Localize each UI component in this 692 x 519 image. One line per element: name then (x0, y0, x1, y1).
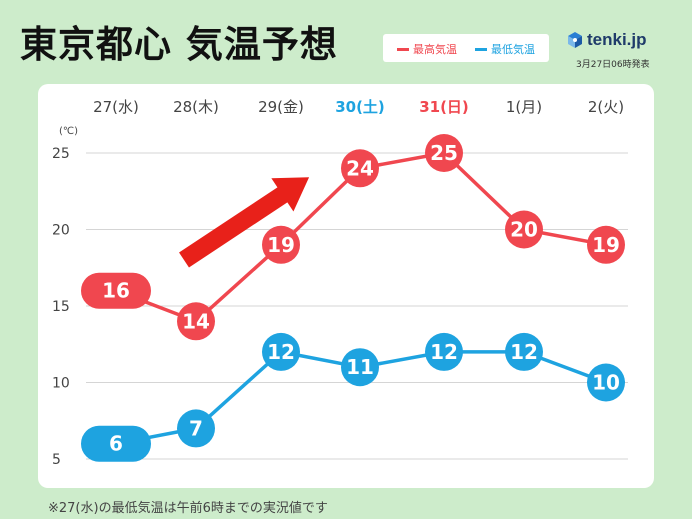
page-title: 東京都心 気温予想 (20, 23, 338, 66)
data-point-marker (425, 332, 463, 371)
data-label: 6 (109, 432, 123, 456)
y-tick-label: 10 (52, 376, 70, 392)
chart-panel: (℃) 5 10 15 20 25 27(水) 28(木) 29(金) 30(土) 31(日) 1(月… (38, 84, 654, 488)
legend-low-swatch (475, 47, 487, 51)
legend-low-label: 最低気温 (491, 43, 535, 56)
legend-high-label: 最高気温 (413, 43, 457, 56)
brand-name: tenki.jp (587, 30, 647, 49)
legend-high: 最高気温 (397, 41, 457, 57)
data-label: 12 (267, 340, 295, 364)
x-category-label: 1(月) (506, 98, 542, 116)
y-tick-label: 5 (52, 452, 61, 468)
legend: 最高気温 最低気温 (383, 34, 549, 62)
issued-time: 3月27日06時発表 (576, 60, 650, 70)
brand-logo: tenki.jp (566, 30, 647, 50)
y-tick-label: 20 (52, 223, 70, 239)
temperature-chart: (℃) 5 10 15 20 25 27(水) 28(木) 29(金) 30(土) 31(日) 1(月… (52, 98, 628, 468)
data-label: 25 (430, 141, 458, 165)
data-point-marker (425, 134, 463, 172)
y-tick-label: 15 (52, 299, 70, 315)
data-label: 19 (592, 233, 620, 257)
y-tick-label: 25 (52, 146, 70, 162)
legend-high-swatch (397, 47, 409, 51)
x-category-label: 31(日) (419, 98, 469, 116)
data-point-marker (341, 348, 379, 387)
data-label: 10 (592, 371, 620, 395)
data-point-marker (262, 225, 300, 264)
data-label: 19 (267, 233, 295, 257)
x-category-label: 30(土) (335, 98, 385, 116)
data-point-marker (505, 210, 543, 249)
data-label: 16 (102, 279, 130, 303)
trend-arrow-shape (179, 177, 310, 268)
data-label: 11 (346, 355, 374, 379)
data-point-marker (341, 149, 379, 188)
data-point-marker (587, 363, 625, 402)
data-label: 12 (510, 340, 538, 364)
y-unit-label: (℃) (59, 126, 78, 137)
data-point-marker (505, 332, 543, 371)
legend-low: 最低気温 (475, 41, 535, 57)
data-label: 12 (430, 340, 458, 364)
data-point-marker (81, 425, 151, 462)
data-label: 14 (182, 309, 210, 333)
x-category-label: 2(火) (588, 98, 624, 116)
data-point-marker (177, 409, 215, 448)
x-category-label: 29(金) (258, 98, 304, 116)
x-category-label: 27(水) (93, 98, 139, 116)
data-label: 24 (346, 156, 374, 180)
data-point-marker (262, 332, 300, 371)
trend-arrow-icon (179, 177, 310, 268)
tenki-cube-icon (568, 32, 582, 48)
data-label: 7 (189, 416, 203, 440)
data-point-marker (587, 225, 625, 264)
data-point-marker (81, 272, 151, 309)
footnote: ※27(水)の最低気温は午前6時までの実況値です (48, 501, 328, 516)
data-label: 20 (510, 218, 538, 242)
data-point-marker (177, 302, 215, 341)
x-category-label: 28(木) (173, 98, 219, 116)
